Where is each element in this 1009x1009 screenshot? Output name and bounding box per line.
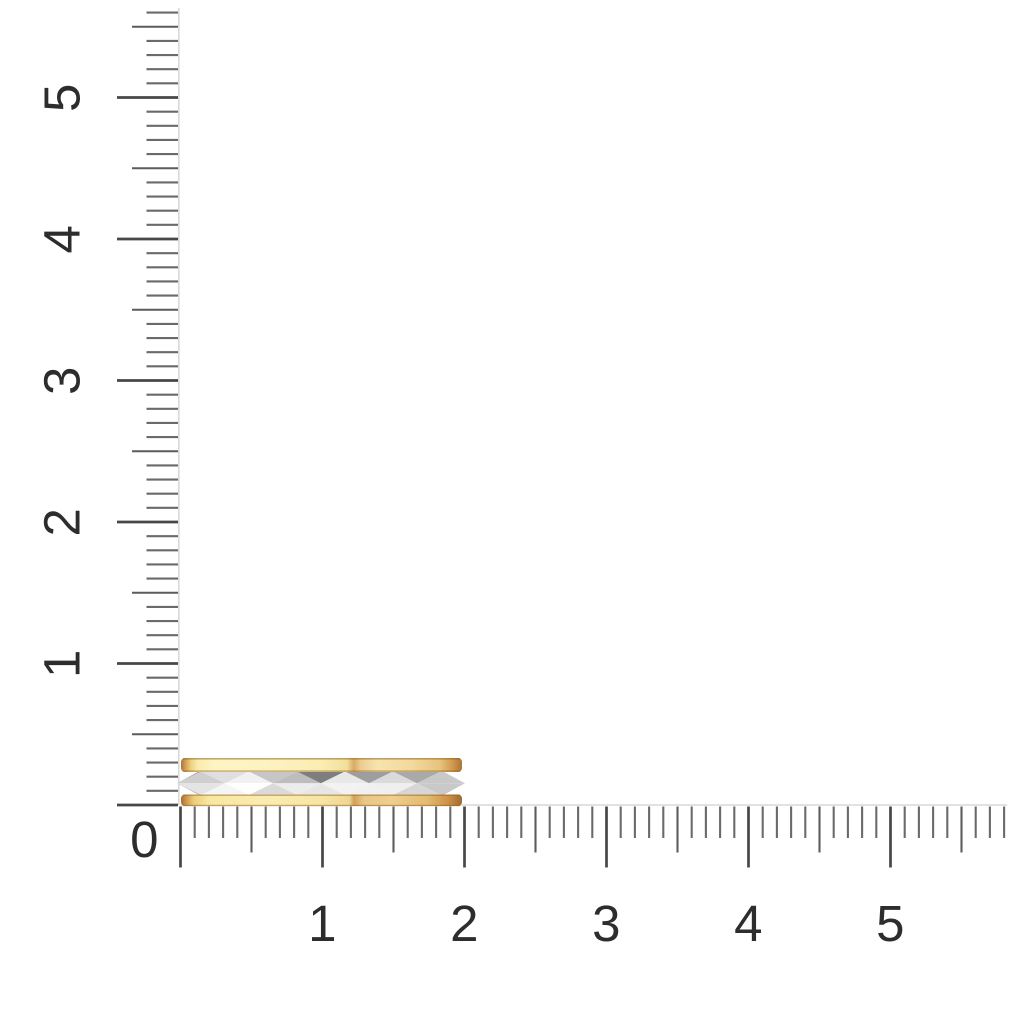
facet-top-down (345, 771, 393, 784)
h-axis-label-3: 3 (592, 895, 621, 952)
h-axis-label-2: 2 (450, 895, 479, 952)
facet-bottom-down (417, 783, 465, 795)
h-axis-label-4: 4 (734, 895, 763, 952)
facet-top-up (465, 772, 513, 784)
origin-zero-label: 0 (130, 811, 159, 868)
ring-band-product (177, 758, 513, 807)
facet-top-down (297, 771, 345, 784)
v-axis-label-1: 1 (33, 649, 90, 678)
horizontal-ruler-ticks (179, 806, 1006, 868)
horizontal-ruler: 1 2 3 4 5 0 (130, 804, 1007, 952)
v-axis-label-2: 2 (33, 508, 90, 537)
ring-top-rail-lower-edge (183, 770, 460, 772)
vertical-ruler-labels: 1 2 3 4 5 (33, 83, 90, 678)
facet-top-down (249, 771, 297, 784)
v-axis-label-3: 3 (33, 366, 90, 395)
facet-bottom-up (297, 783, 345, 795)
facet-top-up (369, 771, 417, 784)
facet-bottom-up (345, 783, 393, 795)
h-axis-label-1: 1 (308, 895, 337, 952)
facet-bottom-up (393, 783, 441, 795)
ring-top-rail-upper-edge (183, 758, 460, 760)
facet-bottom-down (321, 783, 369, 795)
facet-top-up (225, 771, 273, 784)
facet-bottom-down (177, 783, 225, 795)
facet-top-down (393, 771, 441, 784)
facet-top-up (273, 771, 321, 784)
ring-top-gold-rail (181, 758, 462, 772)
ring-bottom-rail-lower-edge (183, 804, 460, 807)
ring-faceted-center (177, 771, 513, 795)
v-axis-label-5: 5 (33, 83, 90, 112)
facet-top-up (177, 771, 225, 784)
v-axis-label-4: 4 (33, 225, 90, 254)
facet-bottom-down (465, 783, 513, 795)
facet-bottom-down (273, 783, 321, 795)
facet-top-up (417, 771, 465, 784)
horizontal-ruler-labels: 1 2 3 4 5 (308, 895, 905, 952)
facet-bottom-down (369, 783, 417, 795)
facet-top-up (321, 771, 369, 784)
vertical-ruler: 1 2 3 4 5 (33, 8, 180, 807)
ring-bottom-gold-rail (181, 794, 462, 807)
facet-bottom-up (249, 783, 297, 795)
vertical-ruler-ticks (117, 11, 178, 807)
facet-top-down (201, 771, 249, 784)
h-axis-label-5: 5 (876, 895, 905, 952)
facet-bottom-up (201, 783, 249, 795)
ring-bottom-rail-upper-edge (183, 794, 460, 796)
facet-bottom-down (225, 783, 273, 795)
